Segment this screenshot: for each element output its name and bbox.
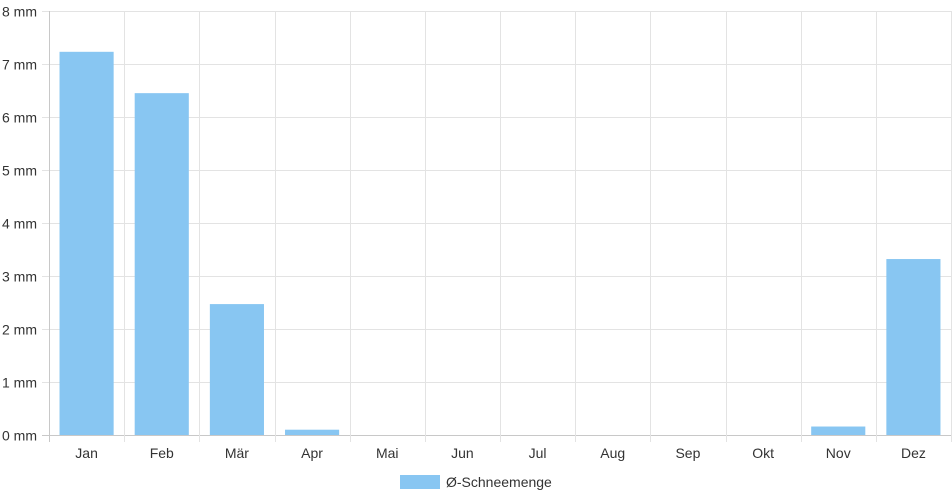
x-axis: Jan Feb Mär Apr Mai Jun Jul Aug Sep Okt Nov Dez (75, 445, 926, 461)
y-tick-label: 0 mm (2, 428, 37, 444)
x-tick-label: Jul (529, 445, 547, 461)
y-tick-label: 1 mm (2, 375, 37, 391)
x-tick-label: Aug (600, 445, 625, 461)
y-axis: 0 mm 1 mm 2 mm 3 mm 4 mm 5 mm 6 mm 7 mm 8 mm (2, 4, 37, 444)
y-tick-label: 5 mm (2, 163, 37, 179)
legend[interactable]: Ø-Schneemenge (400, 474, 552, 490)
y-tick-label: 3 mm (2, 269, 37, 285)
x-tick-label: Okt (752, 445, 774, 461)
x-tick-label: Jan (75, 445, 98, 461)
x-tick-label: Sep (675, 445, 700, 461)
bar-mär[interactable] (209, 304, 264, 435)
x-tick-label: Jun (451, 445, 474, 461)
x-tick-label: Nov (826, 445, 851, 461)
bar-dez[interactable] (886, 259, 941, 435)
x-tick-label: Dez (901, 445, 926, 461)
y-tick-label: 7 mm (2, 57, 37, 73)
y-tick-label: 8 mm (2, 4, 37, 20)
x-tick-label: Mär (225, 445, 249, 461)
bar-feb[interactable] (134, 93, 189, 436)
x-tick-label: Mai (376, 445, 399, 461)
bar-series (59, 51, 941, 436)
x-tick-label: Apr (301, 445, 323, 461)
y-tick-label: 2 mm (2, 322, 37, 338)
bar-jan[interactable] (59, 51, 114, 436)
y-tick-label: 4 mm (2, 216, 37, 232)
x-tick-label: Feb (150, 445, 174, 461)
legend-label[interactable]: Ø-Schneemenge (446, 474, 552, 490)
legend-swatch[interactable] (400, 475, 440, 489)
y-tick-label: 6 mm (2, 110, 37, 126)
bar-apr[interactable] (285, 429, 340, 435)
bar-nov[interactable] (811, 426, 866, 435)
